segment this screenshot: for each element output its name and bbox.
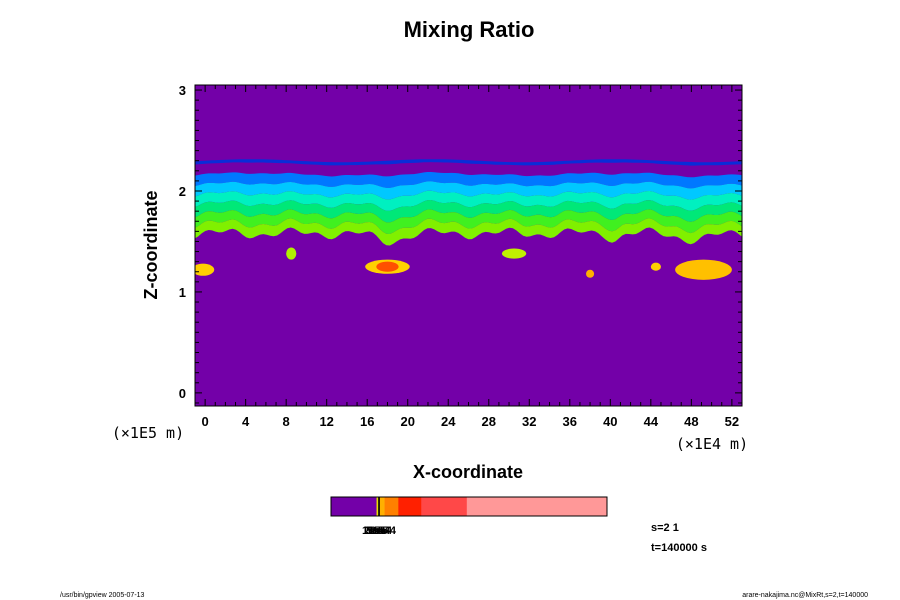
- x-tick-label: 16: [360, 414, 374, 429]
- x-tick-label: 28: [482, 414, 496, 429]
- plume: [195, 263, 215, 276]
- x-tick-label: 32: [522, 414, 536, 429]
- y-tick-label: 3: [179, 83, 186, 98]
- y-tick-label: 2: [179, 184, 186, 199]
- y-tick-labels: 0 1 2 3: [179, 83, 186, 401]
- layer-band: [195, 218, 742, 246]
- layer-band: [195, 172, 742, 189]
- y-tick-label: 1: [179, 285, 186, 300]
- plume: [501, 248, 527, 259]
- colorbar-label: 1e-4: [368, 525, 391, 537]
- colorbar: [331, 497, 608, 516]
- x-tick-label: 24: [441, 414, 456, 429]
- y-axis-unit: (×1E5 m): [112, 424, 184, 442]
- colorbar-segment: [331, 497, 377, 516]
- colorbar-segment: [466, 497, 608, 516]
- colorbar-segment: [421, 497, 468, 516]
- time-info: t=140000 s: [651, 542, 707, 554]
- colorbar-segment: [384, 497, 399, 516]
- layer-band: [195, 200, 742, 223]
- colorbar-segment: [379, 497, 385, 516]
- x-tick-labels: 0 4 8 12 16 20 24 28 32 36 40 44 48 52: [202, 414, 740, 429]
- heatmap-field: [195, 85, 742, 406]
- colorbar-label: 2e-5: [364, 525, 386, 537]
- axis-ticks: [195, 85, 742, 406]
- x-tick-label: 8: [283, 414, 290, 429]
- y-tick-label: 0: [179, 386, 186, 401]
- colorbar-label: 2e-4: [370, 525, 393, 537]
- layer-band: [195, 181, 742, 200]
- plume: [675, 259, 732, 280]
- layer-band: [195, 209, 742, 234]
- x-tick-label: 44: [644, 414, 659, 429]
- x-axis-label: X-coordinate: [413, 462, 523, 482]
- x-tick-label: 0: [202, 414, 209, 429]
- footer-left: /usr/bin/gpview 2005-07-13: [60, 592, 145, 599]
- x-axis-unit: (×1E4 m): [676, 435, 748, 453]
- colorbar-labels: 1e-52e-55e-51e-42e-45e-4: [362, 525, 397, 537]
- colorbar-label: 5e-5: [366, 525, 388, 537]
- chart-title: Mixing Ratio: [404, 17, 535, 42]
- colorbar-segment: [398, 497, 422, 516]
- layer-band: [195, 190, 742, 211]
- x-tick-label: 20: [400, 414, 414, 429]
- x-tick-label: 40: [603, 414, 617, 429]
- field-background: [195, 85, 742, 406]
- colorbar-label: 5e-4: [374, 525, 397, 537]
- x-tick-label: 12: [319, 414, 333, 429]
- footer-right: arare-nakajima.nc@MixRt,s=2,t=140000: [742, 592, 868, 599]
- x-tick-label: 4: [242, 414, 250, 429]
- slice-info: s=2 1: [651, 522, 679, 534]
- layer-band: [195, 159, 742, 166]
- plume: [376, 261, 399, 272]
- colorbar-segment: [378, 497, 381, 516]
- plume: [650, 262, 661, 271]
- x-tick-label: 52: [725, 414, 739, 429]
- colorbar-frame: [330, 496, 608, 517]
- plume: [586, 269, 595, 278]
- x-tick-label: 48: [684, 414, 698, 429]
- y-axis-label: Z-coordinate: [141, 190, 161, 299]
- x-tick-label: 36: [563, 414, 577, 429]
- colorbar-label: 1e-5: [362, 525, 384, 537]
- plume: [286, 247, 297, 260]
- colorbar-segment: [376, 497, 379, 516]
